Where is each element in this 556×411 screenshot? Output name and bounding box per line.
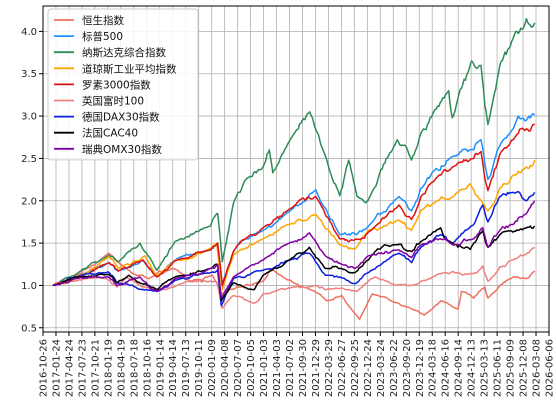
y-tick-label: 2.0 bbox=[21, 196, 37, 207]
x-tick-label: 2023-09-20 bbox=[402, 339, 413, 397]
x-tick-label: 2024-06-16 bbox=[441, 339, 452, 397]
x-tick-label: 2024-09-14 bbox=[454, 339, 465, 397]
series-line-0 bbox=[52, 252, 536, 321]
x-tick-label: 2024-03-18 bbox=[428, 339, 439, 397]
x-tick-label: 2017-01-24 bbox=[51, 339, 62, 397]
x-tick-label: 2026-03-08 bbox=[532, 339, 543, 397]
x-tick-label: 2018-04-19 bbox=[116, 339, 127, 397]
x-tick-label: 2021-09-30 bbox=[298, 339, 309, 397]
y-tick-label: 3.0 bbox=[21, 112, 37, 123]
x-tick-label: 2025-06-11 bbox=[493, 339, 504, 397]
series-line-1 bbox=[52, 112, 536, 287]
series-lines bbox=[52, 17, 536, 321]
x-tick-label: 2026-06-06 bbox=[545, 339, 556, 397]
x-tick-label: 2022-06-27 bbox=[337, 339, 348, 397]
legend-label: 标普500 bbox=[82, 30, 123, 43]
x-tick-label: 2019-10-11 bbox=[194, 339, 205, 397]
x-tick-label: 2022-03-29 bbox=[324, 339, 335, 397]
x-tick-label: 2020-10-05 bbox=[246, 339, 257, 397]
series-line-7 bbox=[52, 225, 536, 302]
legend-label: 恒生指数 bbox=[82, 14, 124, 27]
legend-label: 法国CAC40 bbox=[82, 127, 138, 140]
y-tick-label: 2.5 bbox=[21, 154, 37, 165]
series-line-3 bbox=[52, 159, 536, 291]
x-tick-label: 2017-04-24 bbox=[64, 339, 75, 397]
series-line-8 bbox=[52, 200, 536, 299]
y-tick-label: 3.5 bbox=[21, 69, 37, 80]
series-line-4 bbox=[52, 123, 535, 287]
x-tick-label: 2021-12-29 bbox=[311, 339, 322, 397]
legend-label: 纳斯达克综合指数 bbox=[82, 46, 166, 59]
x-tick-label: 2020-07-07 bbox=[233, 339, 244, 397]
x-tick-label: 2016-10-26 bbox=[39, 339, 50, 397]
y-tick-label: 4.0 bbox=[21, 27, 37, 38]
x-tick-label: 2023-03-24 bbox=[376, 339, 387, 397]
legend-label: 英国富时100 bbox=[82, 95, 144, 108]
x-tick-label: 2022-09-25 bbox=[350, 339, 361, 397]
legend-label: 德国DAX30指数 bbox=[82, 111, 160, 124]
x-tick-label: 2018-07-18 bbox=[129, 339, 140, 397]
x-axis: 2016-10-26 2017-01-24 2017-04-24 2017-07-23… bbox=[39, 332, 556, 397]
x-tick-label: 2017-07-23 bbox=[77, 339, 88, 397]
y-tick-label: 1.5 bbox=[21, 239, 37, 250]
x-tick-label: 2022-12-24 bbox=[363, 339, 374, 397]
series-line-2 bbox=[52, 17, 536, 287]
legend-label: 瑞典OMX30指数 bbox=[82, 143, 162, 156]
x-tick-label: 2019-01-14 bbox=[155, 339, 166, 397]
y-tick-label: 1.0 bbox=[21, 281, 37, 292]
x-tick-label: 2023-12-19 bbox=[415, 339, 426, 397]
x-tick-label: 2019-07-13 bbox=[181, 339, 192, 397]
x-tick-label: 2018-01-19 bbox=[103, 339, 114, 397]
legend-label: 道琼斯工业平均指数 bbox=[82, 62, 177, 75]
x-tick-label: 2025-12-08 bbox=[519, 339, 530, 397]
plot-area-frame bbox=[42, 5, 550, 333]
x-tick-label: 2020-01-09 bbox=[207, 339, 218, 397]
series-line-5 bbox=[52, 246, 536, 310]
x-tick-label: 2025-03-13 bbox=[480, 339, 491, 397]
legend-box bbox=[47, 8, 199, 161]
x-tick-label: 2025-09-09 bbox=[506, 339, 517, 397]
x-tick-label: 2020-04-08 bbox=[220, 339, 231, 397]
x-tick-label: 2019-04-14 bbox=[168, 339, 179, 397]
series-line-6 bbox=[52, 190, 536, 307]
legend-label: 罗素3000指数 bbox=[82, 78, 151, 91]
x-tick-label: 2021-07-02 bbox=[285, 339, 296, 397]
x-tick-label: 2024-12-13 bbox=[467, 339, 478, 397]
x-tick-label: 2021-01-03 bbox=[259, 339, 270, 397]
x-tick-label: 2021-04-03 bbox=[272, 339, 283, 397]
x-tick-label: 2023-06-22 bbox=[389, 339, 400, 397]
y-axis: 0.5 1.0 1.5 2.0 2.5 3.0 3.5 4.0 bbox=[21, 27, 43, 334]
x-tick-label: 2017-10-21 bbox=[90, 339, 101, 397]
x-tick-label: 2018-10-16 bbox=[142, 339, 153, 397]
y-tick-label: 0.5 bbox=[21, 323, 37, 334]
